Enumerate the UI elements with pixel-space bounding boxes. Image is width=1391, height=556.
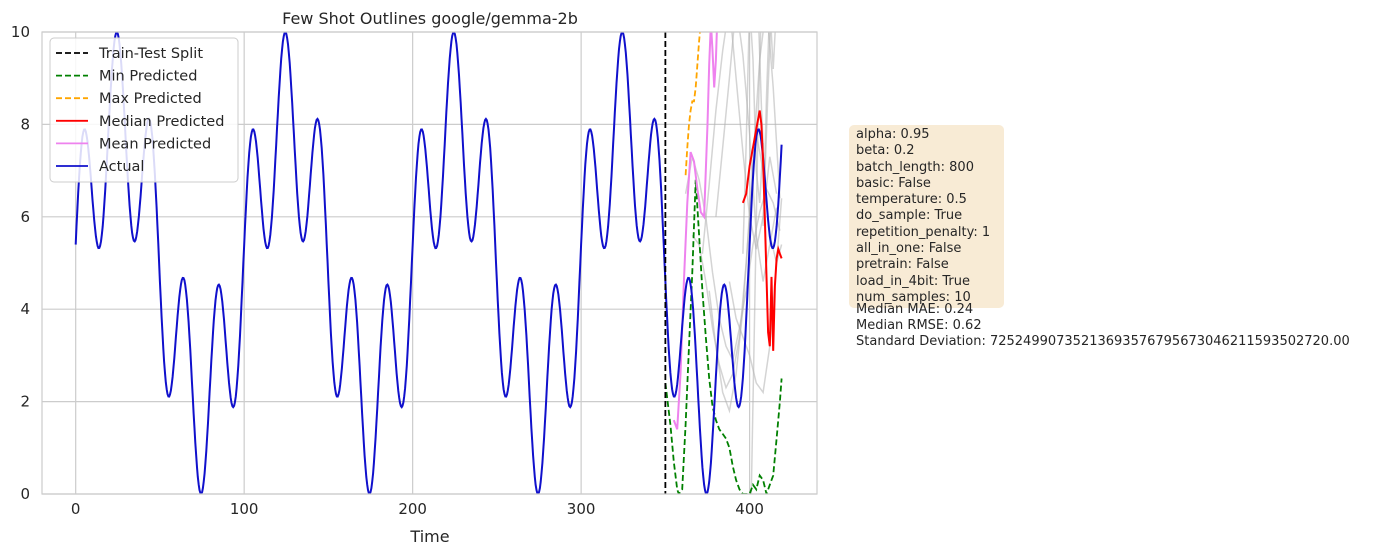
legend-label: Median Predicted: [99, 114, 224, 130]
param-line: alpha: 0.95: [856, 127, 930, 142]
y-tick-label: 8: [20, 115, 30, 133]
param-line: pretrain: False: [856, 257, 949, 273]
legend-box: [49, 37, 239, 183]
chart-title: Few Shot Outlines google/gemma-2b: [282, 9, 578, 28]
params-list: alpha: 0.95 beta: 0.2 batch_length: 800 bas…: [856, 127, 990, 306]
x-tick-label: 0: [71, 500, 81, 518]
param-line: num_samples: 10: [856, 289, 971, 305]
series-median-predicted: [741, 110, 783, 351]
series-max-predicted: [684, 32, 701, 176]
x-tick-label: 200: [398, 500, 427, 518]
y-tick-label: 0: [20, 485, 30, 503]
param-line: load_in_4bit: True: [856, 273, 970, 289]
x-tick-label: 400: [735, 500, 764, 518]
legend-label: Min Predicted: [99, 69, 197, 85]
sample-line: [762, 32, 776, 227]
series-mean-predicted: [672, 32, 718, 430]
x-axis-label: Time: [409, 527, 449, 546]
legend-label: Actual: [99, 159, 144, 175]
y-tick-label: 4: [20, 300, 30, 318]
param-line: repetition_penalty: 1: [856, 224, 991, 240]
metrics-list: Median MAE: 0.24 Median RMSE: 0.62 Standar…: [856, 302, 1350, 350]
param-line: basic: False: [856, 175, 931, 191]
series-min-predicted: [664, 179, 783, 494]
param-line: batch_length: 800: [856, 159, 974, 175]
metric-line: Standard Deviation: 72524990735213693576…: [856, 334, 1350, 349]
param-line: do_sample: True: [856, 208, 963, 224]
x-tick-label: 300: [567, 500, 596, 518]
param-line: temperature: 0.5: [856, 192, 967, 208]
tick-labels: 0 100 200 300 400 0 2 4 6 8 10: [11, 23, 764, 518]
data-layer: [74, 32, 783, 494]
x-tick-label: 100: [230, 500, 259, 518]
series-actual: [74, 32, 783, 494]
y-tick-label: 10: [11, 23, 30, 41]
legend-label: Max Predicted: [99, 91, 202, 107]
metric-line: Median RMSE: 0.62: [856, 318, 982, 333]
plot-frame: [41, 31, 818, 495]
metric-line: Median MAE: 0.24: [856, 302, 974, 317]
params-box: [849, 125, 1004, 308]
sample-line: [742, 32, 764, 254]
sample-line: [691, 32, 781, 390]
param-line: all_in_one: False: [856, 241, 962, 257]
y-tick-label: 6: [20, 208, 30, 226]
legend-label: Mean Predicted: [99, 136, 211, 152]
y-tick-label: 2: [20, 393, 30, 411]
legend-label: Train-Test Split: [98, 46, 203, 62]
param-line: beta: 0.2: [856, 143, 915, 159]
legend: Train-Test Split Min Predicted Max Predict…: [49, 37, 239, 183]
